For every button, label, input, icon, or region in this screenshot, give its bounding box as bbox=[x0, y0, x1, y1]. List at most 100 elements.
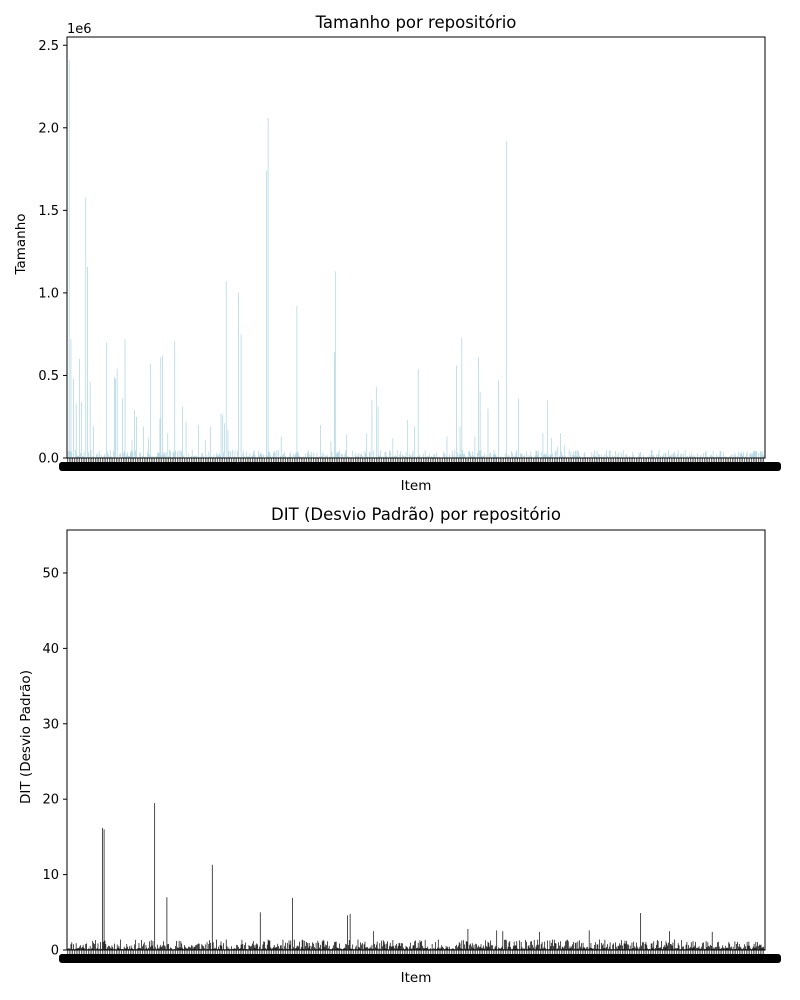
bar bbox=[479, 946, 481, 950]
bar bbox=[199, 948, 201, 950]
bar bbox=[293, 453, 294, 458]
bar bbox=[486, 947, 488, 950]
bar bbox=[437, 939, 439, 950]
bar bbox=[717, 941, 719, 950]
bar bbox=[418, 455, 420, 458]
bar bbox=[681, 454, 683, 458]
bar bbox=[739, 946, 741, 950]
bar bbox=[553, 939, 555, 950]
bar bbox=[321, 452, 323, 458]
bar bbox=[415, 456, 416, 458]
bar bbox=[468, 948, 470, 950]
bar bbox=[348, 945, 349, 950]
bar bbox=[413, 945, 415, 950]
bar bbox=[738, 451, 739, 458]
bar bbox=[359, 947, 361, 950]
bar bbox=[646, 944, 648, 950]
bar bbox=[356, 456, 358, 458]
bar bbox=[715, 947, 717, 950]
bar bbox=[724, 945, 726, 950]
bar bbox=[424, 450, 426, 458]
bar bbox=[539, 931, 540, 950]
bar bbox=[697, 947, 699, 950]
bar bbox=[561, 946, 563, 950]
bar bbox=[201, 453, 203, 458]
bar bbox=[84, 456, 86, 458]
bar bbox=[686, 941, 688, 950]
bar bbox=[355, 453, 356, 458]
bar bbox=[750, 452, 751, 458]
bar bbox=[635, 942, 637, 950]
bar bbox=[191, 945, 193, 950]
bar bbox=[554, 943, 556, 950]
bar bbox=[245, 451, 247, 458]
bar bbox=[68, 60, 70, 459]
bar bbox=[457, 452, 458, 458]
bar bbox=[287, 456, 289, 458]
bar bbox=[397, 945, 399, 950]
bar bbox=[627, 944, 628, 950]
bar bbox=[149, 946, 151, 950]
bar bbox=[395, 455, 396, 458]
bar bbox=[535, 946, 537, 950]
bar bbox=[464, 948, 466, 950]
bar bbox=[459, 426, 461, 458]
bar bbox=[661, 940, 662, 950]
bar bbox=[693, 947, 695, 950]
bar bbox=[605, 948, 607, 950]
bar bbox=[412, 450, 414, 458]
bar bbox=[141, 939, 142, 950]
bar bbox=[531, 941, 532, 950]
bar bbox=[319, 947, 320, 950]
bar bbox=[451, 948, 453, 950]
bar bbox=[618, 945, 620, 950]
bar bbox=[640, 452, 642, 458]
bar bbox=[338, 453, 340, 458]
bar bbox=[379, 456, 381, 458]
bar bbox=[515, 945, 517, 950]
bar bbox=[279, 945, 281, 950]
bar bbox=[136, 948, 138, 950]
bar bbox=[602, 943, 604, 950]
bar bbox=[110, 948, 112, 950]
bar bbox=[140, 453, 142, 458]
bar bbox=[293, 939, 295, 950]
bar bbox=[231, 946, 232, 950]
bar bbox=[130, 450, 132, 458]
bar bbox=[365, 947, 367, 950]
bar bbox=[170, 947, 171, 950]
bar bbox=[134, 944, 135, 950]
bar bbox=[429, 948, 430, 950]
bar bbox=[592, 948, 594, 950]
bar bbox=[678, 945, 680, 950]
bar bbox=[455, 945, 457, 950]
bar bbox=[505, 141, 507, 458]
bar bbox=[340, 948, 341, 950]
bar bbox=[416, 456, 418, 458]
bar bbox=[483, 455, 484, 458]
bar bbox=[629, 945, 631, 950]
bar bbox=[598, 453, 600, 458]
bar bbox=[648, 456, 649, 458]
bar bbox=[198, 943, 200, 950]
bar bbox=[498, 948, 500, 950]
bar bbox=[157, 451, 159, 458]
bar bbox=[179, 947, 181, 950]
bar bbox=[516, 450, 518, 458]
bar bbox=[94, 944, 95, 950]
bar bbox=[180, 450, 182, 458]
bar bbox=[626, 454, 628, 458]
bar bbox=[149, 941, 150, 950]
bar bbox=[159, 946, 161, 950]
bar bbox=[719, 450, 721, 458]
bar bbox=[375, 944, 377, 950]
bar bbox=[240, 944, 242, 950]
bar bbox=[195, 456, 197, 458]
bar bbox=[464, 453, 465, 458]
bar bbox=[334, 941, 336, 950]
bar bbox=[294, 948, 296, 950]
bar bbox=[530, 941, 532, 950]
bar bbox=[217, 455, 218, 458]
bar bbox=[344, 947, 346, 950]
